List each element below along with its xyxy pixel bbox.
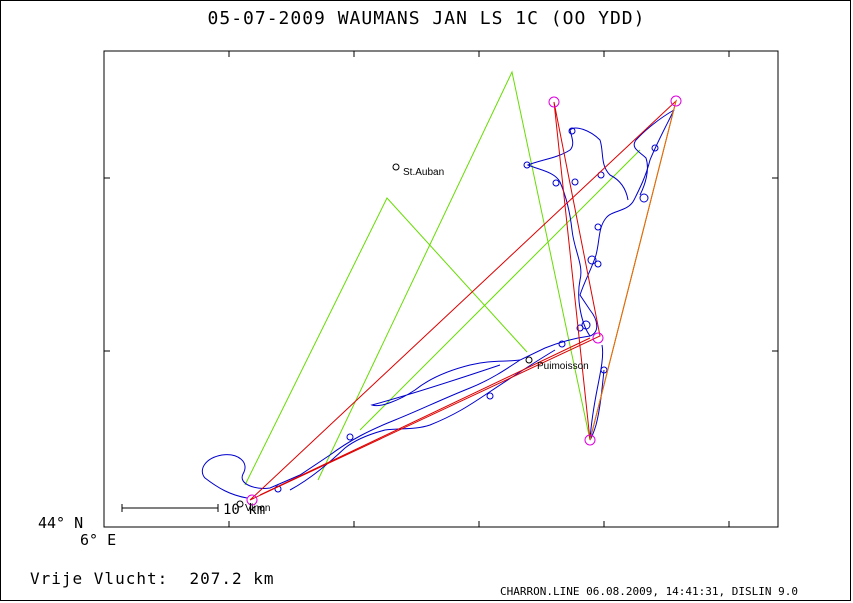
plot-frame <box>103 50 779 528</box>
task-line-3 <box>359 149 641 431</box>
turnpoint-1 <box>548 96 560 108</box>
map-title: 05-07-2009 WAUMANS JAN LS 1C (OO YDD) <box>207 8 646 29</box>
track-segment-2 <box>526 127 629 337</box>
scale-bar <box>121 504 219 512</box>
route-line-2 <box>259 337 591 496</box>
task-line-1 <box>244 197 528 486</box>
thermal-12 <box>558 340 566 348</box>
thermal-1 <box>568 127 576 135</box>
task-lines <box>244 70 641 486</box>
task-line-2 <box>317 70 591 481</box>
thermal-2 <box>523 161 531 169</box>
thermal-markers <box>274 127 659 493</box>
turnpoints <box>246 95 682 506</box>
thermal-6 <box>639 193 649 203</box>
free-flight-value: 207.2 km <box>189 569 275 588</box>
turnpoint-2 <box>670 95 682 107</box>
thermal-3 <box>552 179 560 187</box>
track-segment-4 <box>289 349 556 491</box>
thermal-15 <box>346 433 354 441</box>
track-segment-1 <box>201 109 675 499</box>
place-label-st-auban: St.Auban <box>403 167 444 178</box>
thermal-10 <box>581 320 591 330</box>
turnpoint-start <box>246 494 258 506</box>
route-lines <box>249 99 677 501</box>
route-leg-orange <box>589 100 677 441</box>
thermal-14 <box>486 392 494 400</box>
axis-ticks <box>104 51 778 527</box>
place-marker-vinon <box>236 500 244 508</box>
place-markers <box>236 163 533 508</box>
thermal-13 <box>600 366 608 374</box>
turnpoint-3 <box>584 434 596 446</box>
place-label-puimoisson: Puimoisson <box>537 361 589 372</box>
free-flight-distance: Vrije Vlucht: 207.2 km <box>30 569 275 588</box>
thermal-11 <box>576 324 584 332</box>
scale-bar-label: 10 km <box>223 502 265 518</box>
thermal-8 <box>587 255 597 265</box>
turnpoint-4 <box>592 332 604 344</box>
gps-track <box>201 109 675 499</box>
free-flight-label: Vrije Vlucht: <box>30 569 169 588</box>
track-segment-6 <box>633 109 675 196</box>
track-segment-5 <box>370 359 521 407</box>
thermal-5 <box>597 171 605 179</box>
place-marker-st-auban <box>392 163 400 171</box>
longitude-label: 6° E <box>80 531 117 549</box>
latitude-label: 44° N <box>38 514 84 532</box>
thermal-17 <box>651 144 659 152</box>
route-line <box>249 99 677 501</box>
footer-info: CHARRON.LINE 06.08.2009, 14:41:31, DISLI… <box>500 585 799 598</box>
thermal-4 <box>571 178 579 186</box>
place-marker-puimoisson <box>525 356 533 364</box>
place-label-vinon: Vinon <box>245 503 270 514</box>
thermal-9 <box>594 260 602 268</box>
thermal-7 <box>594 223 602 231</box>
